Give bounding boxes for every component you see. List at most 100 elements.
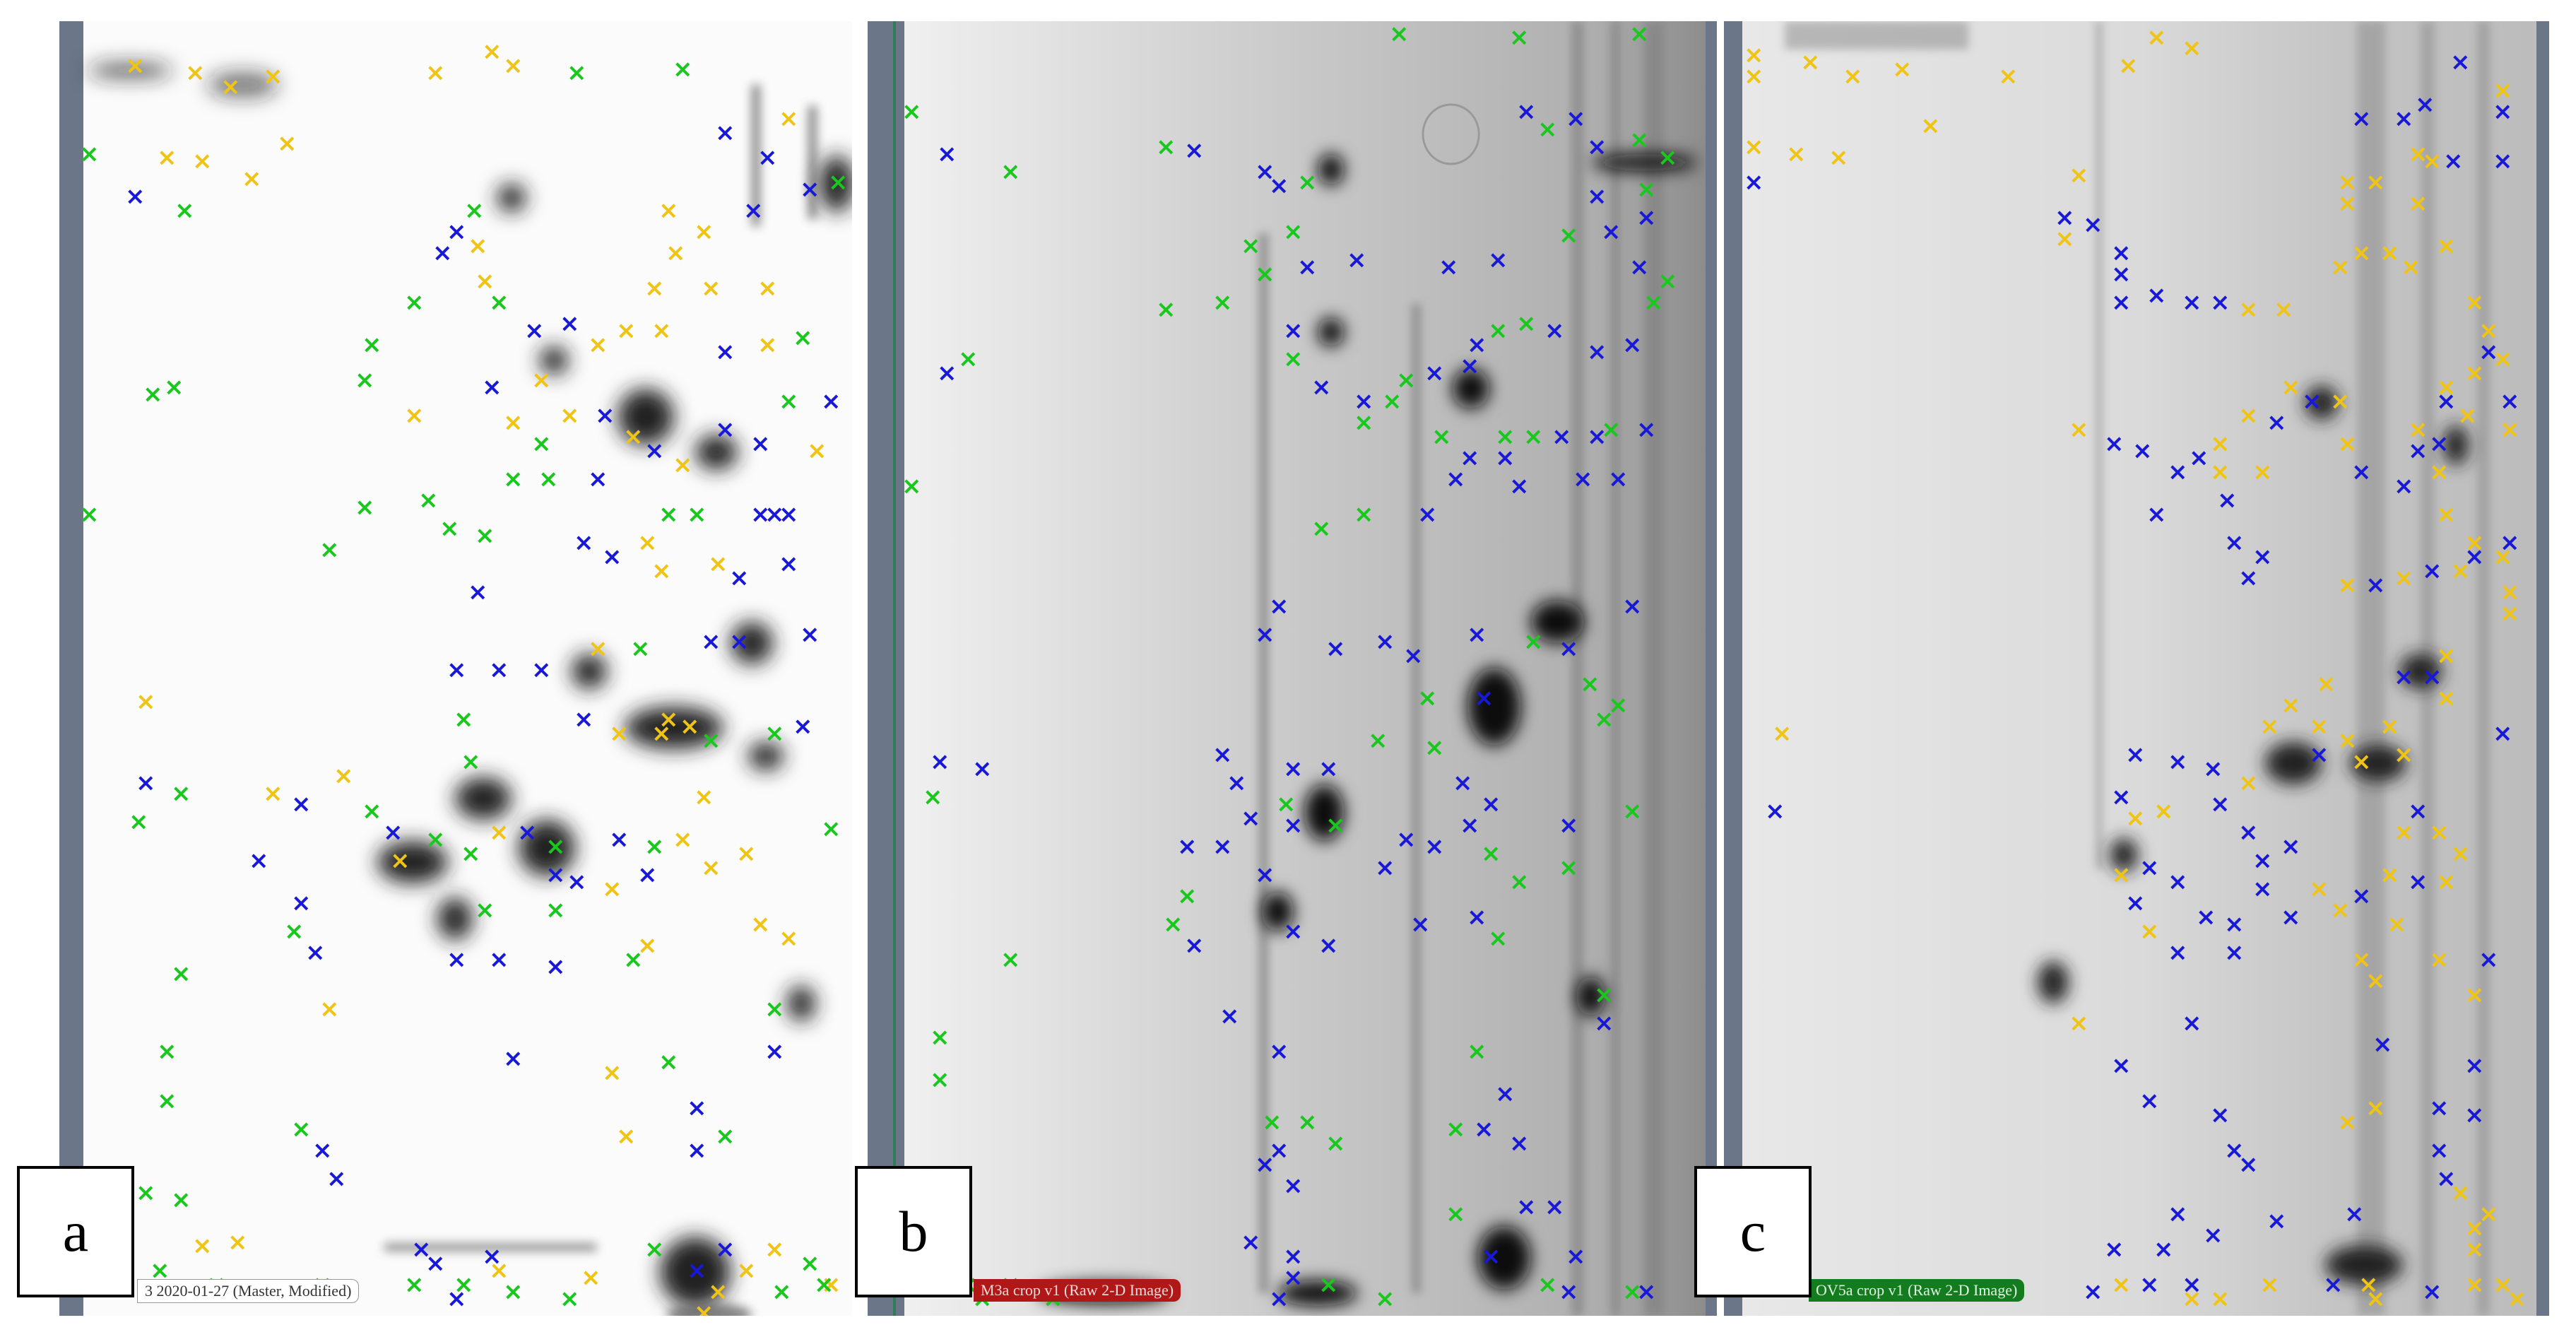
spot-marker-yellow: × [651,719,672,748]
spot-marker-yellow: × [192,1232,213,1260]
spot-marker-blue: × [1446,465,1466,493]
spot-marker-yellow: × [2316,670,2336,698]
spot-marker-blue: × [1566,105,1586,133]
spot-marker-green: × [1156,295,1176,324]
spot-marker-yellow: × [2238,769,2259,797]
spot-marker-yellow: × [2493,1271,2513,1299]
spot-marker-blue: × [2217,486,2238,514]
spot-marker-yellow: × [757,274,778,302]
spot-marker-yellow: × [581,1264,601,1292]
spot-marker-green: × [362,797,382,825]
spot-marker-yellow: × [2507,1285,2527,1313]
spot-marker-blue: × [1403,642,1424,670]
panel-label-b: b [855,1166,972,1297]
spot-marker-blue: × [2394,472,2414,500]
spot-marker-blue: × [2125,889,2146,917]
spot-marker-green: × [1000,158,1021,186]
spot-marker-green: × [1163,910,1183,938]
spot-marker-yellow: × [609,719,630,748]
spot-marker-green: × [1495,423,1516,451]
spot-marker-yellow: × [2252,458,2273,486]
spot-marker-blue: × [489,656,509,684]
spot-marker-yellow: × [2069,161,2089,189]
spot-marker-blue: × [1269,172,1289,200]
spot-marker-yellow: × [2281,373,2301,401]
spot-marker-green: × [475,896,495,924]
spot-marker-blue: × [1622,592,1643,620]
panel-c-caption: OV5a crop v1 (Raw 2-D Image) [1809,1279,2025,1302]
spot-marker-blue: × [2153,1235,2174,1264]
spot-marker-blue: × [1495,1080,1516,1108]
spot-marker-blue: × [1460,444,1480,472]
spot-marker-green: × [902,98,922,126]
spot-marker-yellow: × [2380,239,2400,267]
spot-marker-green: × [1396,366,1417,394]
spot-marker-blue: × [715,416,735,444]
spot-marker-blue: × [1636,204,1657,232]
spot-marker-blue: × [779,550,799,578]
spot-marker-blue: × [2252,543,2273,571]
panel-label-a: a [17,1166,134,1297]
spot-marker-green: × [1601,416,1621,444]
spot-marker-blue: × [972,755,993,783]
spot-marker-blue: × [2196,903,2216,931]
spot-marker-blue: × [800,175,820,204]
spot-marker-blue: × [2238,818,2259,847]
spot-marker-green: × [1523,423,1544,451]
spot-marker-yellow: × [658,705,679,734]
spot-marker-yellow: × [2493,345,2513,373]
spot-marker-blue: × [447,218,467,246]
spot-marker-yellow: × [390,847,410,875]
spot-marker-green: × [175,196,195,225]
spot-marker-blue: × [687,1136,707,1165]
spot-marker-green: × [923,783,943,811]
spot-marker-blue: × [291,790,312,818]
spot-marker-green: × [1375,1285,1395,1313]
spot-marker-blue: × [249,847,269,875]
spot-marker-green: × [291,1115,312,1143]
spot-marker-blue: × [2436,1165,2457,1193]
spot-marker-blue: × [524,317,545,345]
spot-marker-yellow: × [2274,295,2294,324]
spot-marker-blue: × [136,769,156,797]
spot-marker-yellow: × [2464,359,2485,387]
spot-marker-blue: × [432,239,453,267]
spot-marker-yellow: × [602,875,622,903]
spot-marker-green: × [658,1048,679,1076]
spot-marker-yellow: × [2450,840,2471,868]
spot-marker-green: × [1297,168,1318,196]
spot-marker-yellow: × [2422,147,2442,175]
spot-marker-blue: × [2104,1235,2125,1264]
spot-marker-blue: × [1460,352,1480,380]
spot-marker-green: × [1311,514,1332,543]
spot-marker-yellow: × [482,37,502,66]
spot-marker-yellow: × [2330,387,2351,416]
spot-marker-yellow: × [673,451,693,479]
spot-marker-yellow: × [2380,861,2400,889]
spot-marker-blue: × [1354,387,1374,416]
spot-marker-green: × [764,995,785,1023]
spot-marker-green: × [1629,21,1650,48]
spot-marker-blue: × [588,465,608,493]
panel-b-caption: M3a crop v1 (Raw 2-D Image) [974,1279,1181,1302]
spot-marker-blue: × [2111,288,2132,317]
spot-marker-blue: × [1325,635,1346,663]
spot-marker-yellow: × [651,557,672,585]
spot-marker-yellow: × [2337,1108,2358,1136]
spot-marker-green: × [404,288,425,317]
spot-marker-yellow: × [602,1059,622,1087]
spot-marker-yellow: × [2436,684,2457,712]
spot-marker-green: × [687,500,707,529]
spot-marker-blue: × [609,825,630,854]
spot-marker-yellow: × [2394,741,2414,769]
spot-marker-blue: × [2493,719,2513,748]
spot-marker-blue: × [2111,239,2132,267]
spot-marker-yellow: × [220,73,241,101]
spot-marker-blue: × [1587,338,1607,366]
spot-marker-yellow: × [694,218,714,246]
spot-marker-blue: × [1417,500,1438,529]
spot-marker-yellow: × [2464,1214,2485,1242]
spot-marker-yellow: × [2500,578,2520,606]
spot-marker-green: × [958,345,979,373]
spot-marker-blue: × [1269,592,1289,620]
